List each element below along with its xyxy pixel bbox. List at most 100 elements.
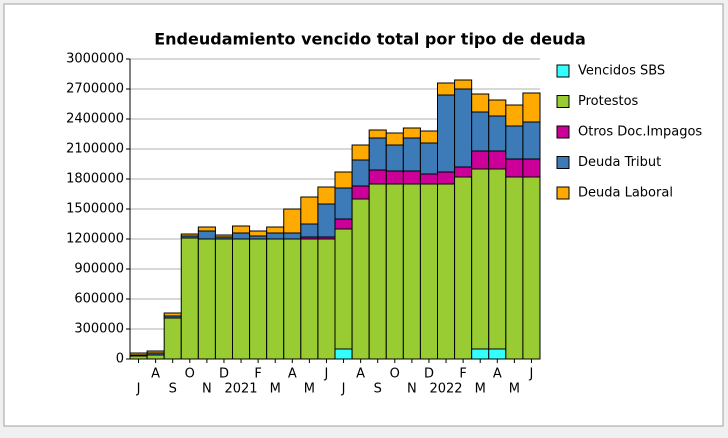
bar-segment bbox=[454, 166, 473, 178]
bar-segment bbox=[368, 129, 387, 139]
y-tick-label: 1500000 bbox=[66, 202, 124, 217]
bar-segment bbox=[351, 185, 370, 200]
bar-segment bbox=[471, 150, 490, 170]
bar-segment bbox=[129, 352, 148, 356]
x-tick-label: M bbox=[270, 382, 281, 397]
y-tick-label: 0 bbox=[116, 352, 124, 367]
x-tick-label: M bbox=[304, 382, 315, 397]
bar-segment bbox=[232, 225, 251, 234]
bar-segment bbox=[471, 348, 490, 360]
x-tick-label: N bbox=[407, 382, 417, 397]
x-tick-label: S bbox=[374, 382, 382, 397]
bar-segment bbox=[437, 94, 456, 173]
bar-segment bbox=[522, 158, 541, 178]
x-tick-label: F bbox=[254, 367, 261, 382]
bar-segment bbox=[214, 234, 234, 238]
bar-segment bbox=[522, 176, 541, 360]
x-tick-label: A bbox=[493, 367, 502, 382]
bar-segment bbox=[385, 183, 404, 360]
x-tick-label: J bbox=[341, 382, 346, 397]
y-tick-label: 600000 bbox=[74, 292, 124, 307]
x-tick-label: A bbox=[356, 367, 365, 382]
x-tick-label: M bbox=[475, 382, 486, 397]
legend-label: Vencidos SBS bbox=[578, 64, 665, 79]
x-tick-label: A bbox=[288, 367, 297, 382]
bar-segment bbox=[437, 183, 456, 360]
y-tick-label: 1800000 bbox=[66, 172, 124, 187]
bar-segment bbox=[385, 132, 404, 146]
bar-segment bbox=[197, 230, 216, 240]
bar-segment bbox=[334, 348, 353, 360]
bar-segment bbox=[249, 230, 268, 237]
chart-title: Endeudamiento vencido total por tipo de … bbox=[154, 30, 586, 49]
bar-segment bbox=[317, 238, 336, 360]
bar-segment bbox=[232, 232, 251, 240]
x-tick-label: M bbox=[509, 382, 520, 397]
bar-segment bbox=[266, 226, 285, 234]
x-tick-label: 2022 bbox=[429, 382, 462, 397]
x-tick-label: N bbox=[202, 382, 212, 397]
y-tick-label: 2400000 bbox=[66, 112, 124, 127]
bar-segment bbox=[505, 125, 524, 160]
bar-segment bbox=[163, 312, 182, 317]
x-tick-label: O bbox=[185, 367, 195, 382]
y-tick-label: 900000 bbox=[74, 262, 124, 277]
bar-segment bbox=[334, 228, 353, 350]
bar-segment bbox=[419, 142, 438, 175]
bar-segment bbox=[300, 196, 319, 225]
bar-segment bbox=[488, 348, 507, 360]
bar-segment bbox=[334, 187, 353, 220]
bar-segment bbox=[488, 99, 507, 117]
legend-label: Deuda Tribut bbox=[578, 155, 661, 170]
bar-segment bbox=[505, 104, 524, 127]
bar-segment bbox=[146, 354, 165, 360]
bar-segment bbox=[197, 226, 216, 232]
bar-segment bbox=[214, 238, 234, 360]
bar-segment bbox=[283, 208, 302, 234]
bar-segment bbox=[419, 183, 438, 360]
bar-segment bbox=[402, 183, 421, 360]
bar-segment bbox=[402, 170, 421, 185]
bar-segment bbox=[351, 159, 370, 187]
bar-segment bbox=[300, 238, 319, 360]
y-tick-label: 1200000 bbox=[66, 232, 124, 247]
bar-segment bbox=[368, 183, 387, 360]
bar-segment bbox=[471, 168, 490, 350]
bar-segment bbox=[146, 350, 165, 354]
bar-segment bbox=[488, 168, 507, 350]
legend-swatch bbox=[556, 186, 570, 200]
legend-swatch bbox=[556, 125, 570, 139]
bar-segment bbox=[351, 144, 370, 161]
bar-segment bbox=[317, 186, 336, 205]
bar-segment bbox=[402, 137, 421, 172]
bar-segment bbox=[300, 223, 319, 238]
bar-segment bbox=[522, 121, 541, 160]
bar-segment bbox=[505, 158, 524, 178]
bar-segment bbox=[351, 198, 370, 360]
bar-segment bbox=[454, 176, 473, 360]
bar-segment bbox=[437, 82, 456, 96]
bar-segment bbox=[454, 79, 473, 90]
x-tick-label: O bbox=[390, 367, 400, 382]
bar-segment bbox=[197, 238, 216, 360]
bar-segment bbox=[488, 150, 507, 170]
bar-segment bbox=[471, 93, 490, 113]
bar-segment bbox=[437, 171, 456, 185]
bar-segment bbox=[249, 238, 268, 360]
bar-segment bbox=[283, 238, 302, 360]
bar-segment bbox=[385, 144, 404, 172]
bar-segment bbox=[488, 115, 507, 152]
legend-swatch bbox=[556, 156, 570, 169]
bar-segment bbox=[317, 203, 336, 238]
bar-segment bbox=[419, 130, 438, 144]
bar-segment bbox=[163, 317, 182, 360]
x-tick-label: A bbox=[151, 367, 160, 382]
x-tick-label: J bbox=[324, 367, 329, 382]
x-tick-label: S bbox=[169, 382, 177, 397]
bar-segment bbox=[283, 232, 302, 240]
bar-segment bbox=[180, 233, 199, 237]
bar-segment bbox=[454, 88, 473, 168]
bar-segment bbox=[505, 176, 524, 360]
bar-segment bbox=[266, 232, 285, 240]
